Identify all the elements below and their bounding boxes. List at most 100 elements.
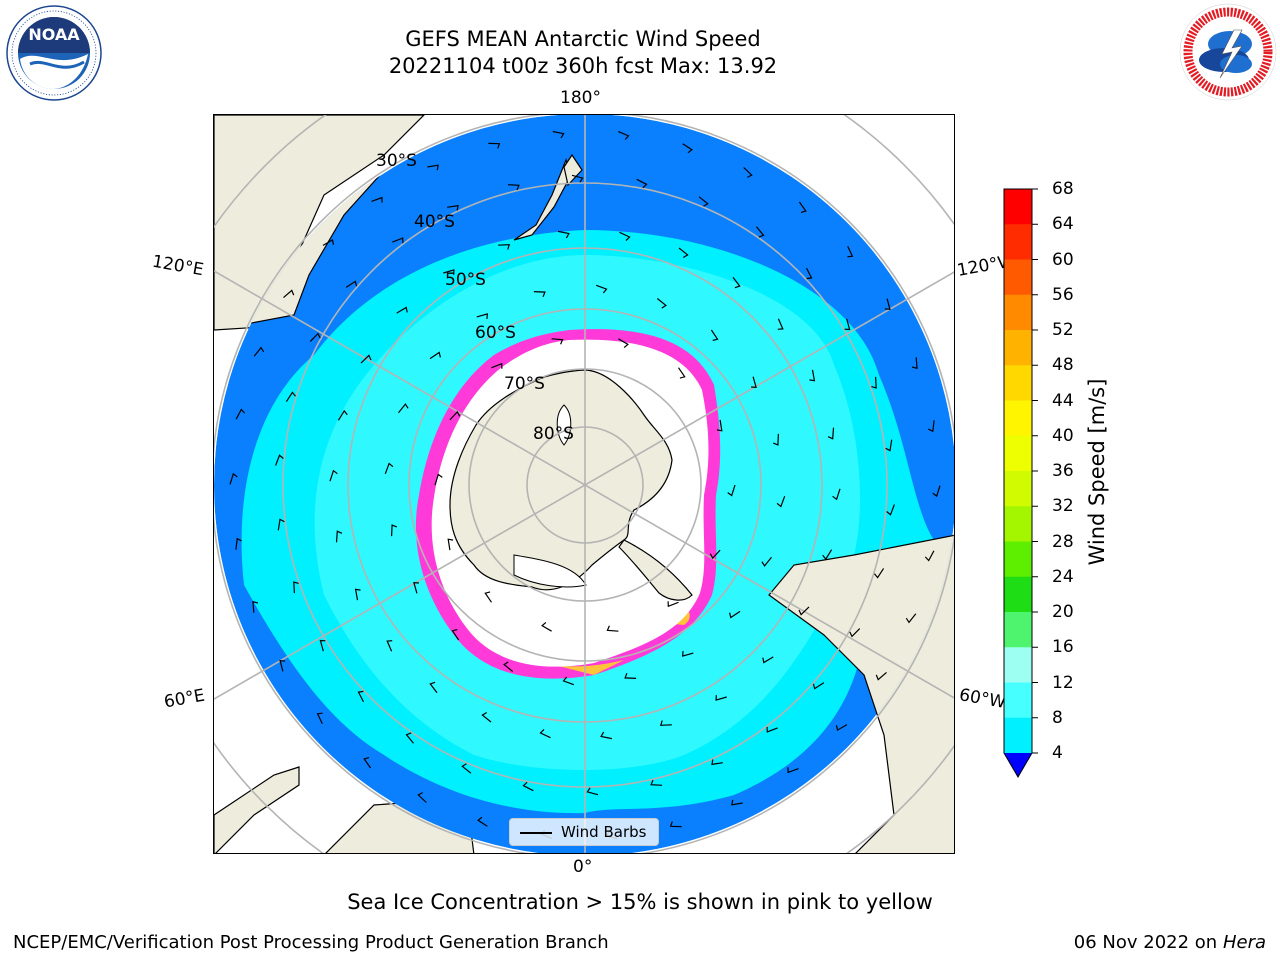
wind-barb [335, 530, 343, 543]
colorbar-segment [1004, 506, 1032, 542]
lat-label-60s: 60°S [475, 323, 516, 343]
wind-barb [586, 787, 599, 796]
wind-barb [476, 313, 488, 319]
colorbar-tick-label: 68 [1052, 179, 1074, 199]
wind-barb [710, 329, 719, 341]
colorbar-outline [1003, 188, 1033, 778]
wind-barb [277, 518, 285, 531]
lon-label-60e: 60°E [162, 685, 207, 713]
wind-barb [849, 628, 861, 638]
sea-ice-note: Sea Ice Concentration > 15% is shown in … [347, 890, 933, 914]
wind-barb [491, 362, 503, 369]
wind-barb [396, 306, 408, 314]
colorbar-segment [1004, 189, 1032, 225]
colorbar-tick-label: 20 [1052, 602, 1074, 622]
wind-barb [924, 550, 935, 562]
wind-barb [429, 351, 441, 360]
lon-label-0: 0° [573, 857, 593, 877]
wind-barb [235, 537, 242, 550]
wind-barb [319, 639, 326, 652]
wind-barb [928, 420, 935, 433]
wind-barb [682, 651, 694, 657]
colorbar-segment [1004, 365, 1032, 401]
wind-barb [766, 726, 778, 733]
wind-barb [427, 164, 439, 171]
footer-machine: Hera [1222, 932, 1266, 953]
wind-barb [618, 131, 630, 140]
wind-barb [606, 625, 619, 632]
nws-logo [1179, 3, 1277, 101]
wind-barb [600, 731, 613, 740]
colorbar-tick-label: 64 [1052, 214, 1074, 235]
colorbar-segment [1004, 224, 1032, 260]
wind-barb [875, 671, 887, 681]
wind-barb [776, 495, 786, 508]
wind-barb [447, 204, 459, 211]
wind-barb [698, 196, 709, 207]
wind-barb [357, 690, 365, 703]
wind-barb [539, 728, 551, 739]
wind-barb [229, 472, 238, 485]
wind-barb [669, 821, 682, 828]
wind-barb [413, 582, 419, 594]
wind-barb [481, 711, 492, 723]
colorbar-tick-label: 48 [1052, 355, 1074, 376]
wind-barb [449, 410, 461, 421]
wind-barb [884, 298, 891, 310]
wind-barb [751, 376, 757, 388]
wind-barb [371, 196, 383, 203]
wind-barb [678, 367, 686, 379]
wind-barb [798, 606, 810, 616]
lon-label-180: 180° [560, 88, 601, 108]
wind-barb [522, 781, 534, 792]
wind-barb [405, 732, 414, 744]
wind-barb [391, 524, 398, 537]
wind-barb [322, 238, 335, 246]
graticule [214, 115, 954, 853]
wind-barb [711, 759, 723, 766]
wind-barb [812, 682, 825, 690]
wind-barb [827, 427, 835, 440]
wind-barb [618, 338, 629, 349]
wind-barb [678, 247, 689, 259]
wind-barb [844, 318, 851, 331]
map-legend: Wind Barbs [509, 818, 659, 846]
colorbar-tick-label: 16 [1052, 637, 1074, 658]
wind-barb [624, 672, 637, 679]
chart-subtitle: 20221104 t00z 360h fcst Max: 13.92 [388, 54, 778, 78]
wind-barb [729, 610, 741, 619]
wind-barb [715, 695, 727, 701]
wind-barb [832, 488, 841, 501]
wind-barb [743, 167, 753, 178]
lat-label-80s: 80°S [533, 424, 574, 444]
colorbar-tick-label: 52 [1052, 320, 1074, 340]
wind-barb [886, 504, 895, 516]
wind-barb [731, 799, 743, 806]
wind-barb [822, 549, 833, 561]
wind-barb [293, 581, 299, 594]
wind-barb [477, 816, 488, 827]
lat-label-40s: 40°S [414, 212, 455, 232]
colorbar-tick-label: 56 [1052, 284, 1074, 305]
colorbar-tick-label: 60 [1052, 249, 1074, 270]
wind-barb [761, 556, 772, 567]
footer-date-text: 06 Nov 2022 on [1073, 932, 1218, 953]
wind-barb [557, 230, 570, 239]
wind-barb [762, 656, 774, 664]
colorbar-tick-label: 24 [1052, 566, 1074, 587]
wind-barb [443, 269, 455, 275]
wind-barb [451, 629, 460, 641]
wind-barb [283, 289, 295, 299]
footer-date: 06 Nov 2022 on Hera [1074, 932, 1266, 953]
wind-barb [727, 484, 736, 497]
colorbar-title: Wind Speed [m/s] [1085, 378, 1109, 566]
wind-barb [835, 724, 848, 732]
colorbar-segment [1004, 717, 1032, 754]
colorbar-tick-label: 44 [1052, 390, 1074, 411]
wind-barb [329, 469, 338, 482]
colorbar-tick-label: 32 [1052, 496, 1074, 517]
noaa-logo: NOAA [6, 5, 102, 101]
lat-label-70s: 70°S [504, 374, 545, 394]
wind-barb [667, 601, 679, 608]
wind-barb [285, 391, 296, 402]
